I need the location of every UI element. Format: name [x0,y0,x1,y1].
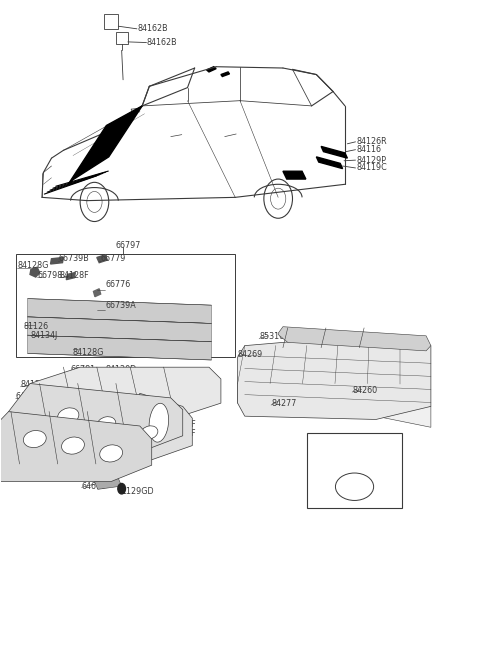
Polygon shape [206,67,216,72]
Polygon shape [30,367,221,419]
Circle shape [118,483,125,494]
Ellipse shape [58,408,79,424]
Text: 84120D: 84120D [106,365,137,374]
Polygon shape [0,411,152,482]
Text: 66771: 66771 [144,391,169,400]
Text: 84116: 84116 [357,145,382,154]
Text: 66797: 66797 [116,241,141,250]
Polygon shape [50,257,63,264]
Bar [104,14,118,29]
Text: 85316: 85316 [259,332,284,341]
Polygon shape [283,171,306,179]
Text: 66739A: 66739A [106,300,136,310]
Text: 84260H: 84260H [316,332,348,341]
Text: 66798: 66798 [37,270,62,279]
Polygon shape [321,146,348,158]
Ellipse shape [141,426,158,439]
Text: 84119C: 84119C [357,163,388,173]
Text: 84134J: 84134J [30,331,57,340]
Polygon shape [28,335,211,360]
Text: 84141F: 84141F [166,428,195,438]
Text: 84128G: 84128G [73,348,104,358]
Ellipse shape [149,403,168,442]
Polygon shape [316,157,343,169]
Text: 84162B: 84162B [147,38,178,47]
Text: 66779: 66779 [101,254,126,262]
Text: 84191G: 84191G [339,452,370,461]
Text: 84126R: 84126R [357,137,387,146]
Text: 64619: 64619 [82,482,107,491]
Text: 84129P: 84129P [357,155,387,165]
Text: 1129GD: 1129GD [121,487,154,496]
Text: 66781: 66781 [71,365,96,374]
Polygon shape [68,106,142,184]
Text: 84128G: 84128G [17,262,48,270]
Text: 84269: 84269 [238,350,263,359]
Polygon shape [97,255,108,262]
Polygon shape [238,335,431,419]
Text: 84128F: 84128F [60,270,89,279]
Polygon shape [28,298,211,323]
Polygon shape [66,272,75,279]
Polygon shape [95,309,102,317]
Text: 84260: 84260 [352,386,377,394]
Text: 64629: 64629 [16,392,41,401]
Bar [116,32,128,44]
Text: 84142F: 84142F [166,420,196,429]
Text: 84124: 84124 [16,407,41,415]
Text: 84191G: 84191G [336,455,367,464]
Polygon shape [28,317,211,342]
Polygon shape [95,478,121,489]
Text: 84277: 84277 [271,399,296,407]
Polygon shape [221,72,229,77]
Bar [16,253,235,357]
Ellipse shape [97,417,116,432]
Polygon shape [278,327,431,351]
Text: 84120: 84120 [21,380,46,389]
Polygon shape [130,394,192,461]
Polygon shape [30,267,39,277]
Polygon shape [238,384,431,427]
Text: 66739B: 66739B [59,254,89,262]
Text: 84162B: 84162B [137,24,168,33]
Text: 84147: 84147 [17,430,42,439]
Text: 66776: 66776 [106,279,131,289]
Bar [307,432,402,508]
Ellipse shape [100,445,122,462]
Polygon shape [94,289,101,297]
Polygon shape [9,384,183,452]
Ellipse shape [61,437,84,454]
Ellipse shape [24,430,46,447]
Text: 81126: 81126 [24,322,49,331]
